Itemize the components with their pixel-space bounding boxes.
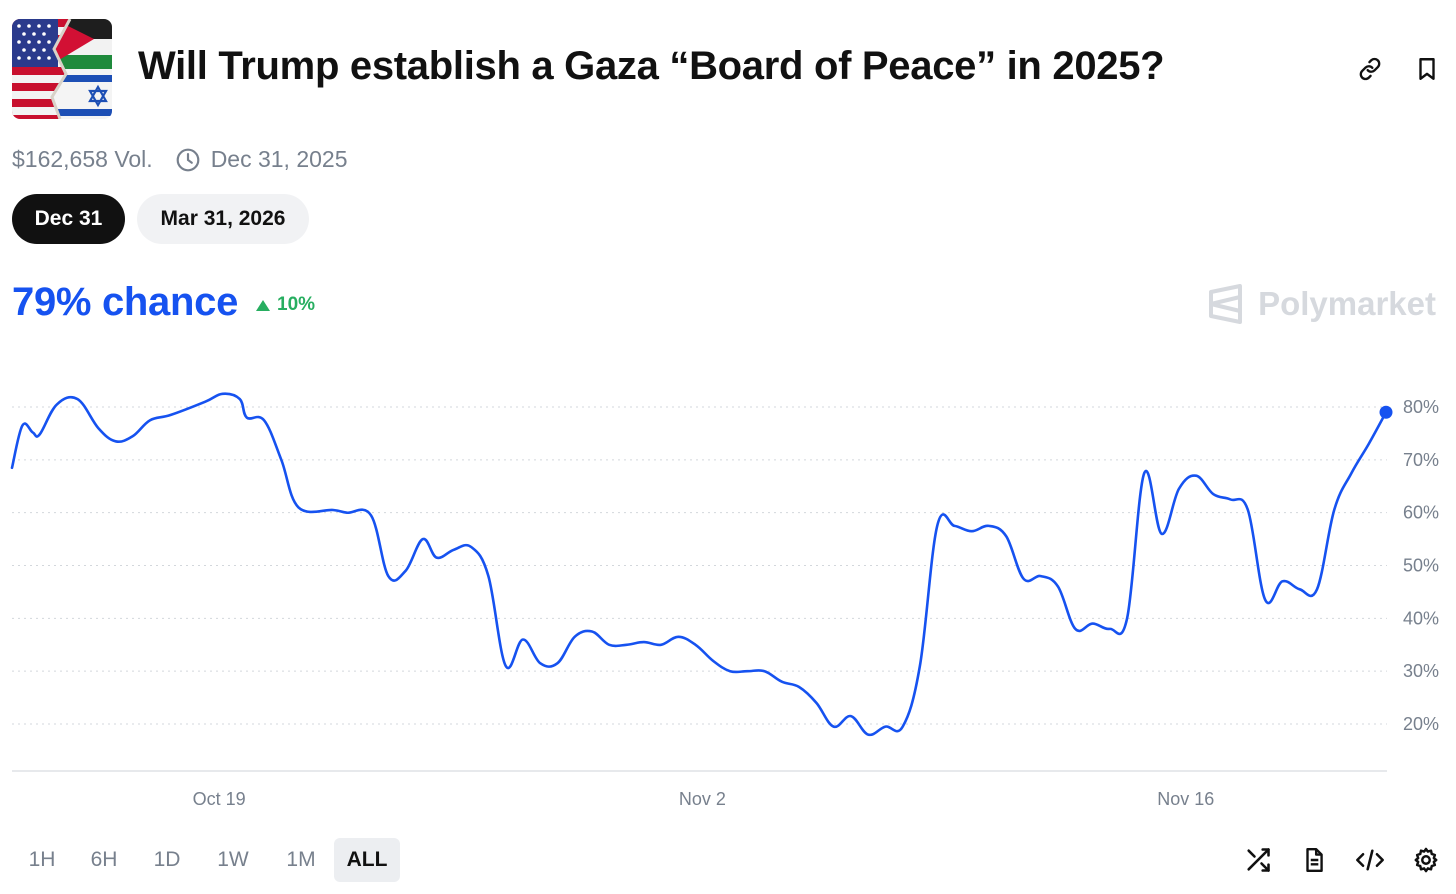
volume-text: $162,658 Vol.: [12, 146, 153, 172]
polymarket-logo-icon: [1208, 284, 1244, 324]
code-embed-icon[interactable]: [1354, 844, 1386, 876]
x-tick-label: Nov 2: [679, 789, 726, 809]
range-1m[interactable]: 1M: [286, 848, 316, 871]
range-1d[interactable]: 1D: [153, 848, 181, 871]
x-tick-label: Nov 16: [1157, 789, 1214, 809]
range-all[interactable]: ALL: [334, 838, 400, 882]
bookmark-icon[interactable]: [1412, 54, 1442, 84]
link-icon[interactable]: [1355, 54, 1385, 84]
document-icon[interactable]: [1298, 844, 1330, 876]
end-date-text: Dec 31, 2025: [210, 146, 348, 172]
y-tick-label: 50%: [1403, 556, 1439, 576]
y-tick-label: 40%: [1403, 608, 1439, 628]
y-tick-label: 30%: [1403, 661, 1439, 681]
range-6h[interactable]: 6H: [90, 848, 118, 871]
y-tick-label: 80%: [1403, 397, 1439, 417]
range-1w[interactable]: 1W: [217, 848, 249, 871]
shuffle-icon[interactable]: [1242, 844, 1274, 876]
current-value-dot[interactable]: [1379, 405, 1393, 419]
price-chart: 80% 70% 60% 50% 40% 30% 20% Oct 19 Nov 2 Nov 16: [10, 392, 1439, 809]
clock-icon: [175, 147, 201, 173]
change-value: 10%: [277, 294, 316, 315]
y-tick-label: 60%: [1403, 503, 1439, 523]
polymarket-watermark: Polymarket: [1208, 284, 1436, 324]
x-tick-label: Oct 19: [193, 789, 246, 809]
gear-icon[interactable]: [1410, 844, 1442, 876]
tab-dec-31[interactable]: Dec 31: [12, 194, 125, 244]
arrow-up-icon: [256, 299, 270, 311]
y-tick-label: 70%: [1403, 450, 1439, 470]
series-line: [10, 392, 1388, 737]
time-range-selector: 1H 6H 1D 1W 1M ALL: [12, 838, 400, 882]
market-meta: $162,658 Vol. Dec 31, 2025: [12, 146, 348, 173]
range-1h[interactable]: 1H: [28, 848, 56, 871]
market-title: Will Trump establish a Gaza “Board of Pe…: [138, 44, 1165, 88]
change-badge: 10%: [256, 294, 315, 316]
tab-mar-31-2026[interactable]: Mar 31, 2026: [137, 194, 309, 244]
brand-name: Polymarket: [1258, 285, 1436, 322]
y-tick-label: 20%: [1403, 714, 1439, 734]
us-palestine-israel-flags-icon: [12, 19, 112, 119]
chance-value: 79% chance: [12, 280, 239, 324]
